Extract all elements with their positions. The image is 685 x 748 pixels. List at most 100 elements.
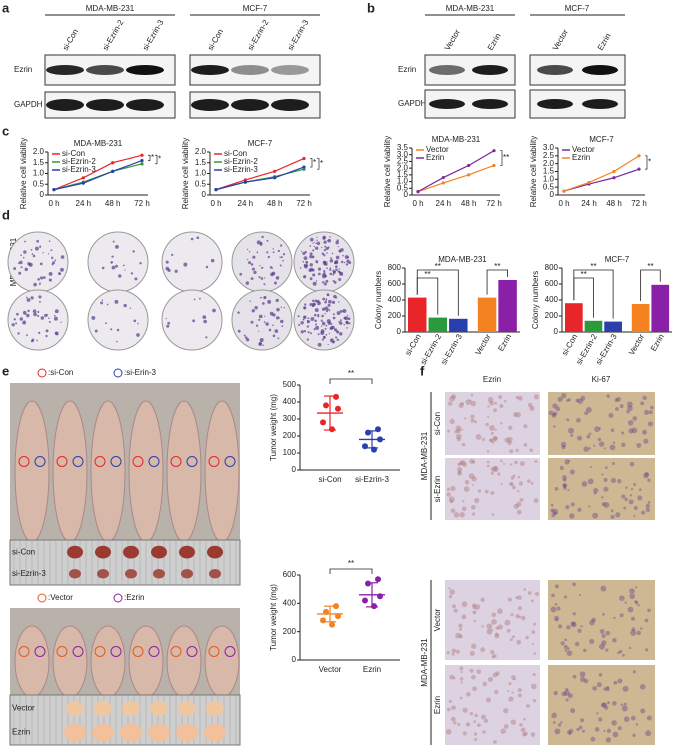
dish (87, 231, 149, 293)
cell (474, 420, 477, 424)
cell (557, 396, 563, 402)
colony (329, 272, 333, 276)
y-tick-label: 600 (388, 279, 402, 288)
colony (249, 300, 251, 302)
cell (451, 648, 457, 654)
bracket (155, 154, 158, 165)
bar (449, 318, 468, 332)
cell (593, 488, 599, 494)
colony (18, 271, 22, 275)
colony (33, 282, 37, 287)
y-tick-label: 3.5 (397, 143, 409, 152)
colony (326, 252, 328, 254)
cell (605, 687, 610, 692)
colony (205, 265, 209, 269)
cell (527, 591, 532, 595)
colony (258, 342, 262, 346)
cell (459, 460, 464, 465)
colony (314, 241, 316, 243)
y-tick-label: 400 (545, 295, 559, 304)
mouse (52, 400, 88, 543)
cell (446, 487, 451, 491)
label: Ezrin (649, 333, 666, 353)
colony (258, 276, 261, 279)
cell (497, 624, 503, 630)
colony (302, 318, 305, 321)
colony (336, 311, 341, 315)
cell (489, 400, 494, 406)
point (273, 176, 277, 180)
cell (603, 477, 608, 482)
colony (40, 316, 45, 320)
cell (621, 494, 626, 499)
tumor (95, 545, 111, 559)
cell (611, 720, 617, 726)
label: si-Con (206, 28, 225, 53)
legend-label: Ezrin (572, 153, 590, 162)
cell (644, 409, 650, 415)
point (335, 405, 341, 412)
bar (631, 304, 650, 332)
colony (129, 307, 132, 309)
colony (305, 260, 309, 264)
bracket (310, 158, 313, 168)
colony (335, 336, 338, 339)
cell (453, 721, 457, 725)
colony (333, 294, 337, 299)
tumor-mark (170, 456, 182, 467)
y-tick-label: 0 (554, 327, 559, 336)
cell (565, 504, 570, 510)
colony (60, 267, 64, 272)
panel-letter: c (2, 123, 9, 138)
cell (449, 674, 455, 680)
cell (533, 622, 537, 626)
cell (567, 489, 570, 492)
cell (554, 487, 559, 491)
cell (633, 482, 637, 486)
label: MDA-MB-231 (446, 4, 495, 13)
cell (572, 582, 576, 587)
chart-title: MCF-7 (248, 139, 273, 148)
label: :Ezrin (124, 593, 144, 602)
tumor-mark (132, 646, 144, 657)
y-tick-label: 1.5 (543, 167, 555, 176)
colony (38, 295, 42, 299)
colony (54, 309, 59, 314)
cell (574, 641, 580, 647)
colony (306, 338, 309, 341)
colony (298, 323, 301, 327)
colony (264, 296, 267, 299)
label: Relative cell viability (529, 136, 538, 208)
label: :si-Erin-3 (124, 368, 157, 377)
colony (31, 253, 34, 256)
cell (461, 601, 468, 608)
colony (342, 254, 344, 257)
colony (26, 296, 28, 299)
colony (132, 250, 135, 253)
colony (325, 324, 328, 327)
colony (297, 315, 300, 318)
colony (33, 312, 37, 317)
colony (258, 314, 263, 319)
bracket (416, 269, 459, 316)
point (492, 149, 496, 153)
bar (584, 320, 603, 332)
colony (338, 301, 340, 303)
colony (261, 235, 264, 239)
cell (603, 447, 606, 450)
point (612, 176, 616, 180)
annotation: ** (494, 262, 500, 271)
cell (616, 396, 621, 402)
y-tick-label: 0.5 (397, 183, 409, 192)
cell (487, 405, 490, 408)
cell (552, 403, 558, 409)
colony (48, 240, 51, 242)
colony (314, 308, 319, 313)
colony (344, 255, 349, 259)
cell (513, 503, 519, 509)
dish (293, 289, 355, 351)
cell (446, 707, 451, 712)
cell (491, 655, 495, 659)
mouse (52, 625, 88, 698)
colony (174, 269, 178, 273)
